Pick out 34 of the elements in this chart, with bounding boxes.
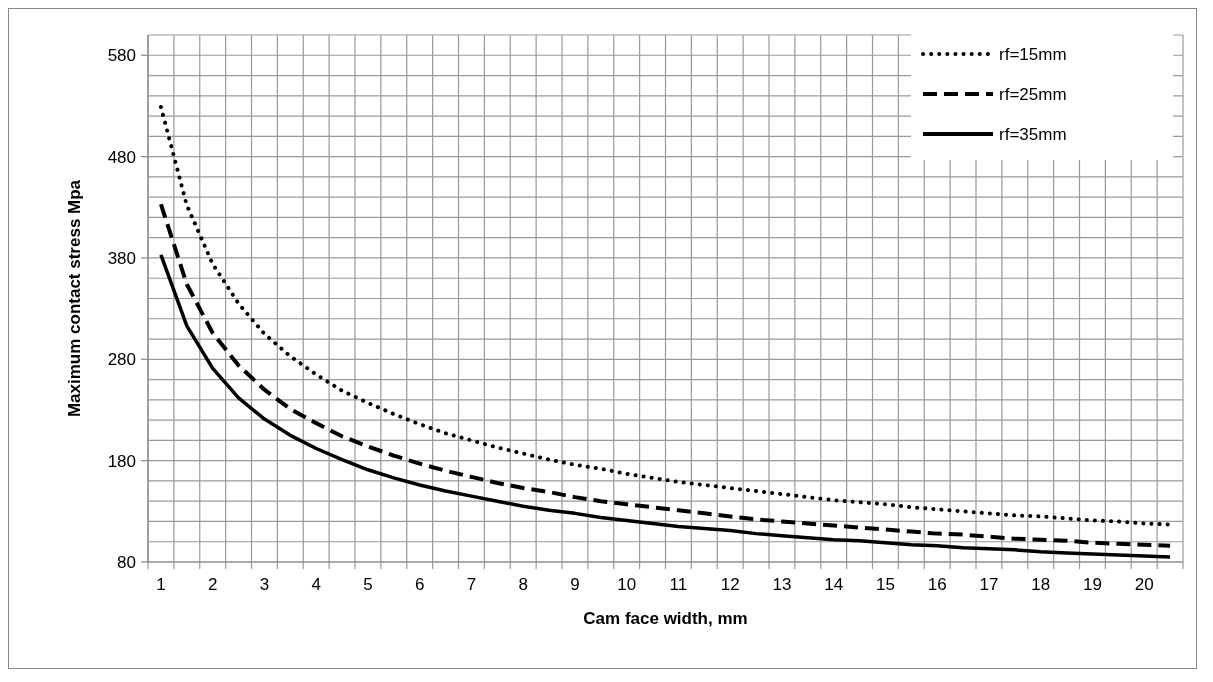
x-tick-label: 17: [979, 575, 999, 594]
y-tick-label: 180: [107, 451, 136, 471]
y-tick-label: 280: [107, 350, 136, 370]
x-tick-label: 8: [518, 575, 528, 594]
legend-label: rf=25mm: [999, 84, 1067, 104]
x-tick-label: 1: [156, 575, 166, 594]
y-tick-label: 380: [107, 248, 136, 268]
x-tick-label: 5: [363, 575, 373, 594]
x-tick-label: 19: [1082, 575, 1102, 594]
x-tick-label: 9: [570, 575, 580, 594]
x-tick-label: 10: [617, 575, 637, 594]
x-tick-label: 4: [311, 575, 321, 594]
x-tick-label: 16: [927, 575, 947, 594]
legend-label: rf=35mm: [999, 124, 1067, 144]
y-tick-label: 480: [107, 147, 136, 167]
line-series: [159, 253, 1172, 559]
x-tick-label: 3: [259, 575, 270, 594]
x-axis-title: Cam face width, mm: [583, 609, 748, 628]
line-series: [158, 104, 1173, 527]
x-tick-label: 7: [466, 575, 477, 594]
y-axis-title: Maximum contact stress Mpa: [65, 179, 84, 418]
x-tick-label: 6: [414, 575, 425, 594]
x-tick-label: 15: [875, 575, 895, 594]
x-tick-label: 12: [720, 575, 740, 594]
x-tick-label: 20: [1134, 575, 1154, 594]
y-tick-label: 580: [107, 46, 136, 66]
x-tick-label: 14: [824, 575, 844, 594]
x-tick-label: 11: [669, 575, 688, 594]
x-tick-label: 13: [772, 575, 792, 594]
x-tick-label: 2: [207, 575, 218, 594]
line-series: [158, 202, 1173, 548]
legend-label: rf=15mm: [999, 44, 1067, 64]
x-tick-label: 18: [1031, 575, 1051, 594]
y-tick-label: 80: [117, 552, 136, 572]
